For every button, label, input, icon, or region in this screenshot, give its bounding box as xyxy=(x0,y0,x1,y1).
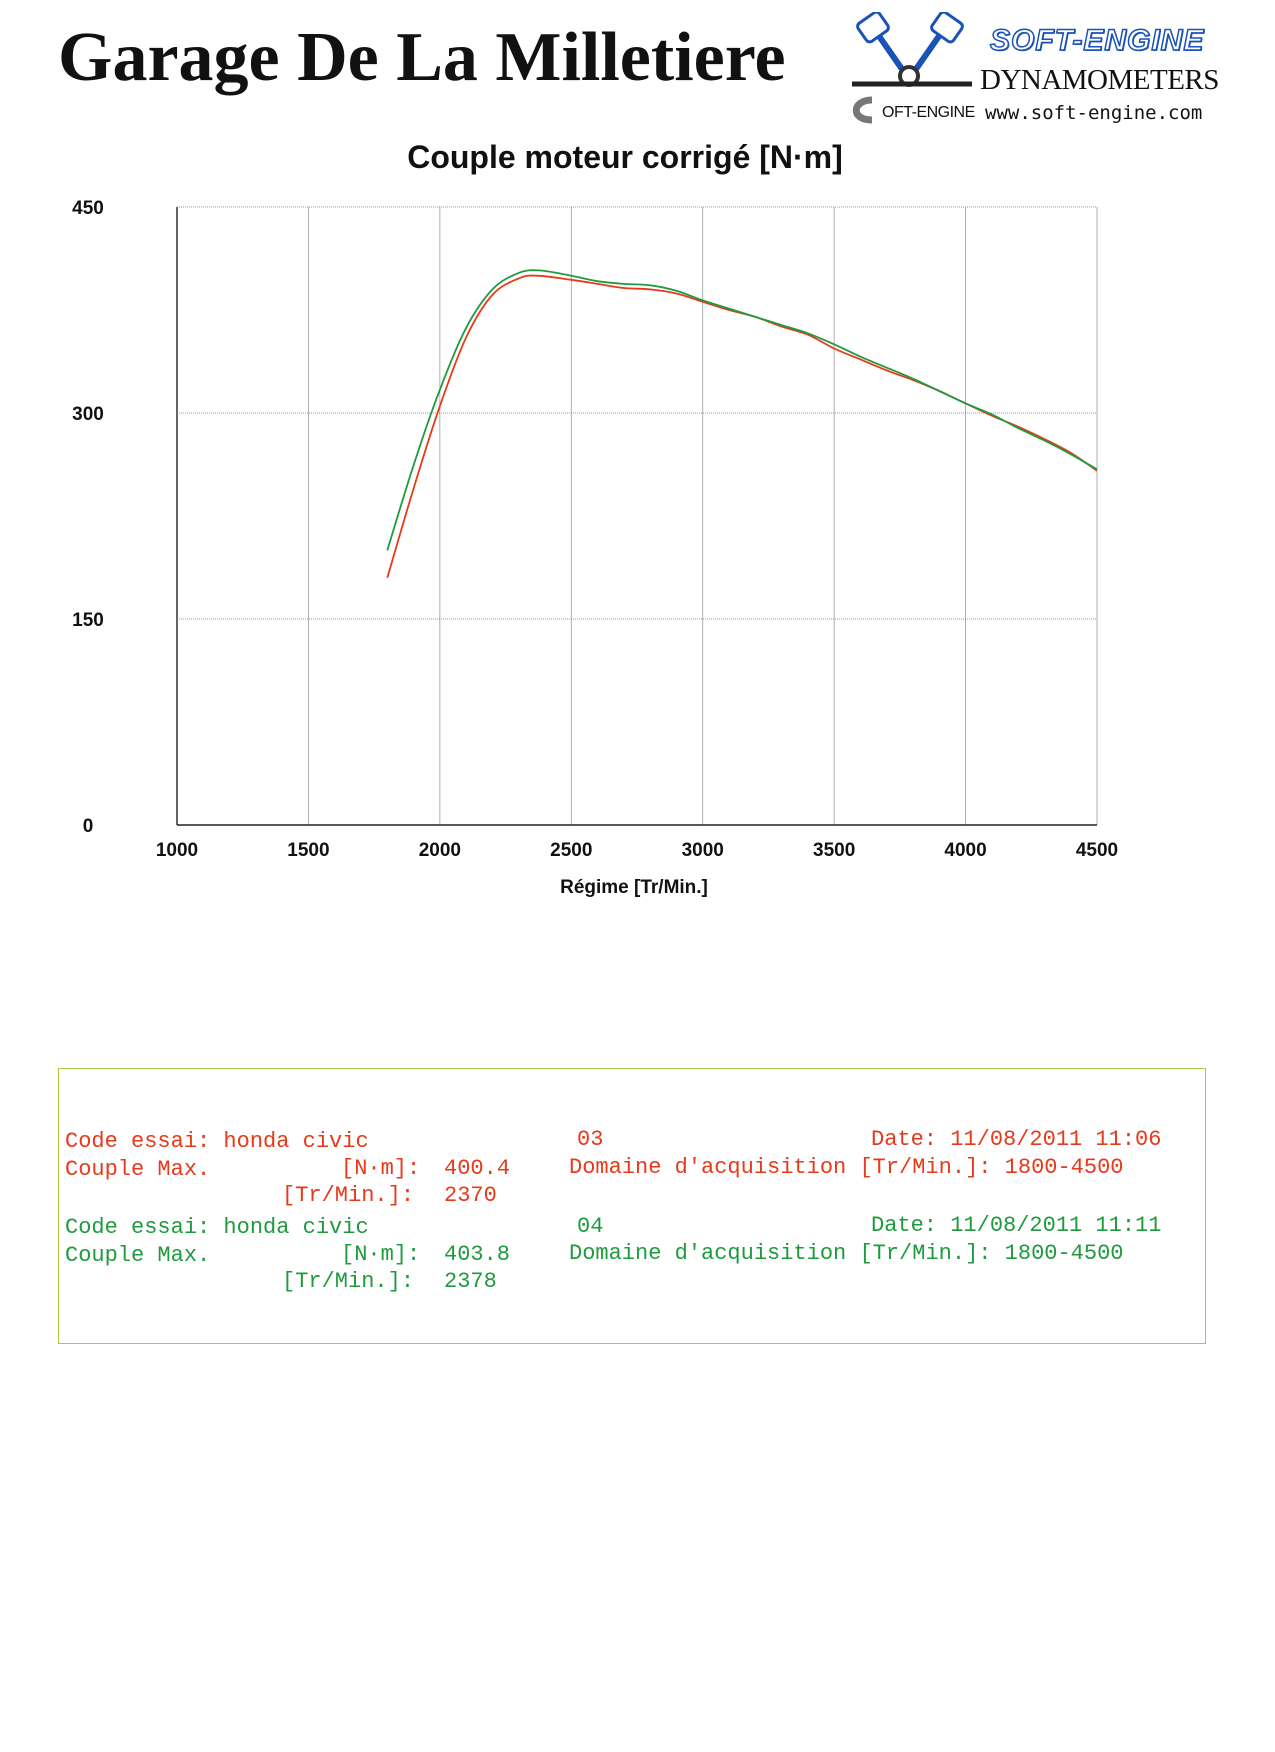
series-line-run-03 xyxy=(386,274,1098,579)
x-tick-label: 2500 xyxy=(550,840,592,861)
chart-grid xyxy=(176,206,1098,826)
x-axis-label: Régime [Tr/Min.] xyxy=(560,877,708,898)
y-tick-label: 0 xyxy=(83,816,94,837)
y-tick-label: 150 xyxy=(72,610,104,631)
x-tick-label: 1500 xyxy=(287,840,329,861)
piston-logo-icon xyxy=(852,12,972,124)
run1-code: Code essai: honda civic xyxy=(65,1129,369,1154)
x-axis-ticks: 1000 1500 2000 2500 3000 3500 4000 4500 xyxy=(156,840,1118,861)
run2-torque-value: 403.8 xyxy=(444,1242,511,1267)
run2-code: Code essai: honda civic xyxy=(65,1215,369,1240)
chart-series xyxy=(386,269,1098,579)
x-tick-label: 4500 xyxy=(1076,840,1118,861)
run1-max-label: Couple Max. xyxy=(65,1157,211,1182)
chart-title: Couple moteur corrigé [N·m] xyxy=(407,139,843,175)
x-tick-label: 2000 xyxy=(419,840,461,861)
run2-torque-unit: [N·m]: xyxy=(341,1242,421,1267)
soft-engine-logo: OFT-ENGINE SOFT-ENGINE DYNAMOMETERS www.… xyxy=(842,12,1262,130)
logo-brand: SOFT-ENGINE xyxy=(989,23,1205,58)
x-tick-label: 1000 xyxy=(156,840,198,861)
run1-domain: Domaine d'acquisition [Tr/Min.]: 1800-45… xyxy=(569,1155,1124,1180)
run1-torque-unit: [N·m]: xyxy=(341,1156,421,1181)
x-tick-label: 3500 xyxy=(813,840,855,861)
run2-rpm-unit: [Tr/Min.]: xyxy=(282,1269,415,1294)
run1-number: 03 xyxy=(577,1127,604,1152)
run2-date: Date: 11/08/2011 11:11 xyxy=(871,1213,1162,1238)
x-tick-label: 4000 xyxy=(944,840,986,861)
logo-subtitle: DYNAMOMETERS xyxy=(980,64,1219,96)
run2-domain: Domaine d'acquisition [Tr/Min.]: 1800-45… xyxy=(569,1241,1124,1266)
y-tick-label: 450 xyxy=(72,198,104,219)
logo-mark-text: OFT-ENGINE xyxy=(882,104,975,121)
test-info-box: Code essai: honda civic 03 Date: 11/08/2… xyxy=(58,1068,1206,1344)
run2-max-label: Couple Max. xyxy=(65,1243,211,1268)
run1-torque-value: 400.4 xyxy=(444,1156,511,1181)
run1-rpm-value: 2370 xyxy=(444,1183,497,1208)
run2-number: 04 xyxy=(577,1214,604,1239)
y-tick-label: 300 xyxy=(72,404,104,425)
series-line-run-04 xyxy=(386,269,1098,551)
page-title: Garage De La Milletiere xyxy=(58,19,786,96)
x-tick-label: 3000 xyxy=(682,840,724,861)
run1-rpm-unit: [Tr/Min.]: xyxy=(282,1183,415,1208)
run2-rpm-value: 2378 xyxy=(444,1269,497,1294)
torque-chart: Couple moteur corrigé [N·m] 0 150 300 450 1… xyxy=(72,139,1118,898)
y-axis-ticks: 0 150 300 450 xyxy=(72,198,104,837)
run1-date: Date: 11/08/2011 11:06 xyxy=(871,1127,1162,1152)
logo-url: www.soft-engine.com xyxy=(985,102,1203,124)
